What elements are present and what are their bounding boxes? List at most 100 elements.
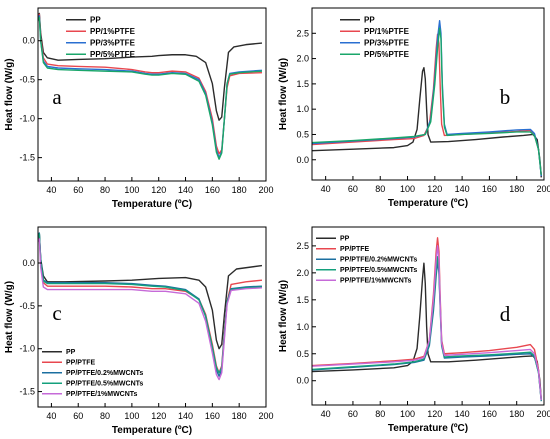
- x-tick-label: 120: [427, 409, 442, 419]
- legend-label: PP/1%PTFE: [90, 27, 136, 36]
- x-tick-label: 200: [258, 411, 273, 421]
- x-tick-label: 140: [455, 409, 470, 419]
- legend-label: PP/PTFE: [66, 360, 96, 367]
- y-tick-label: -1.5: [19, 387, 35, 397]
- series-line-c-0: [38, 233, 263, 350]
- legend-label: PP/PTFE/0.2%MWCNTs: [66, 370, 143, 377]
- x-tick-label: 200: [536, 184, 550, 194]
- legend-label: PP/5%PTFE: [364, 50, 410, 59]
- legend-label: PP/PTFE/1%MWCNTs: [66, 391, 138, 398]
- x-axis-title: Temperature (ºC): [388, 198, 468, 209]
- y-tick-label: 1.0: [296, 104, 309, 114]
- series-line-d-0: [312, 262, 542, 400]
- plot-frame: [37, 226, 267, 408]
- y-axis-title: Heat flow (W/g): [4, 281, 15, 353]
- series-line-d-4: [312, 245, 542, 401]
- series-line-b-1: [312, 33, 542, 176]
- panel-letter: b: [500, 85, 511, 109]
- x-tick-label: 80: [100, 411, 110, 421]
- legend: PP PP/1%PTFE PP/3%PTFE PP/5%PTFE: [340, 16, 410, 59]
- y-tick-label: 0.5: [296, 129, 309, 139]
- series-line-a-3: [38, 16, 263, 160]
- x-axis-title: Temperature (ºC): [112, 199, 192, 210]
- chart-panel-b: 40 60 80 100 120 140 160 180 200 0.0 0.5 1.0 1.5 2.0 2…: [278, 7, 550, 209]
- x-tick-label: 160: [205, 411, 220, 421]
- legend-label: PP/PTFE/0.2%MWCNTs: [340, 257, 417, 264]
- x-tick-label: 60: [73, 411, 83, 421]
- x-tick-label: 160: [482, 409, 497, 419]
- y-tick-label: -1.0: [19, 114, 35, 124]
- y-tick-label: 1.5: [296, 295, 309, 305]
- x-tick-label: 160: [482, 184, 497, 194]
- x-tick-label: 60: [348, 184, 358, 194]
- plot-frame: [311, 7, 545, 181]
- y-tick-label: -0.5: [19, 75, 35, 85]
- legend-label: PP/3%PTFE: [90, 39, 136, 48]
- series-line-b-0: [312, 66, 542, 178]
- x-tick-label: 140: [455, 184, 470, 194]
- legend: PP PP/PTFE PP/PTFE/0.2%MWCNTs PP/PTFE/0.5%M…: [42, 349, 143, 398]
- x-tick-label: 180: [232, 411, 247, 421]
- x-tick-label: 180: [509, 184, 524, 194]
- x-axis-title: Temperature (ºC): [112, 425, 192, 436]
- x-tick-label: 60: [348, 409, 358, 419]
- chart-panel-c: 40 60 80 100 120 140 160 180 200 -1.5 -1.0 -0.5 0.0 T…: [4, 226, 274, 436]
- legend-label: PP/3%PTFE: [364, 39, 410, 48]
- legend-label: PP/PTFE/1%MWCNTs: [340, 278, 412, 285]
- legend-label: PP: [340, 236, 350, 243]
- x-tick-label: 80: [375, 184, 385, 194]
- legend-label: PP/5%PTFE: [90, 50, 136, 59]
- y-axis-title: Heat flow (W/g): [278, 280, 289, 352]
- y-tick-label: 0.0: [296, 376, 309, 386]
- x-tick-label: 60: [73, 185, 83, 195]
- x-tick-label: 40: [321, 409, 331, 419]
- plot-frame: [311, 226, 545, 406]
- chart-panel-d: 40 60 80 100 120 140 160 180 200 0.0 0.5 1.0 1.5 2.0 2…: [278, 226, 550, 434]
- y-tick-label: 0.5: [296, 349, 309, 359]
- x-tick-label: 160: [205, 185, 220, 195]
- y-tick-label: 2.5: [296, 241, 309, 251]
- plot-frame: [37, 7, 267, 182]
- legend-label: PP/1%PTFE: [364, 27, 410, 36]
- y-tick-label: 2.0: [296, 54, 309, 64]
- x-tick-label: 80: [375, 409, 385, 419]
- x-tick-label: 100: [400, 184, 415, 194]
- x-tick-label: 100: [124, 185, 139, 195]
- x-tick-label: 120: [427, 184, 442, 194]
- legend-label: PP: [66, 349, 76, 356]
- y-tick-label: 2.5: [296, 28, 309, 38]
- x-tick-label: 140: [178, 411, 193, 421]
- legend-label: PP: [364, 16, 375, 25]
- series-line-b-3: [312, 27, 542, 176]
- y-tick-label: 2.0: [296, 268, 309, 278]
- x-tick-label: 40: [46, 411, 56, 421]
- y-tick-label: 1.0: [296, 322, 309, 332]
- y-tick-label: 1.5: [296, 79, 309, 89]
- y-tick-label: -0.5: [19, 301, 35, 311]
- panel-letter: d: [500, 302, 511, 326]
- y-tick-label: 0.0: [22, 36, 35, 46]
- x-tick-label: 100: [124, 411, 139, 421]
- x-tick-label: 200: [258, 185, 273, 195]
- legend: PP PP/1%PTFE PP/3%PTFE PP/5%PTFE: [66, 16, 136, 59]
- y-tick-label: -1.5: [19, 153, 35, 163]
- x-tick-label: 40: [46, 185, 56, 195]
- y-axis-title: Heat flow (W/g): [278, 58, 289, 130]
- y-axis-title: Heat flow (W/g): [4, 58, 15, 130]
- legend-label: PP/PTFE/0.5%MWCNTs: [340, 267, 417, 274]
- x-tick-label: 120: [151, 411, 166, 421]
- legend-label: PP: [90, 16, 101, 25]
- series-line-a-0: [38, 12, 263, 121]
- y-tick-label: 0.0: [22, 258, 35, 268]
- x-tick-label: 180: [509, 409, 524, 419]
- x-tick-label: 80: [100, 185, 110, 195]
- x-tick-label: 120: [151, 185, 166, 195]
- chart-panel-a: 40 60 80 100 120 140 160 180 200 -1.5 -1.0 -0.5 0.0 T…: [4, 7, 274, 210]
- x-tick-label: 40: [321, 184, 331, 194]
- y-tick-label: -1.0: [19, 344, 35, 354]
- panel-letter: a: [52, 85, 62, 109]
- y-tick-label: 0.0: [296, 155, 309, 165]
- x-tick-label: 100: [400, 409, 415, 419]
- x-axis-title: Temperature (ºC): [388, 423, 468, 434]
